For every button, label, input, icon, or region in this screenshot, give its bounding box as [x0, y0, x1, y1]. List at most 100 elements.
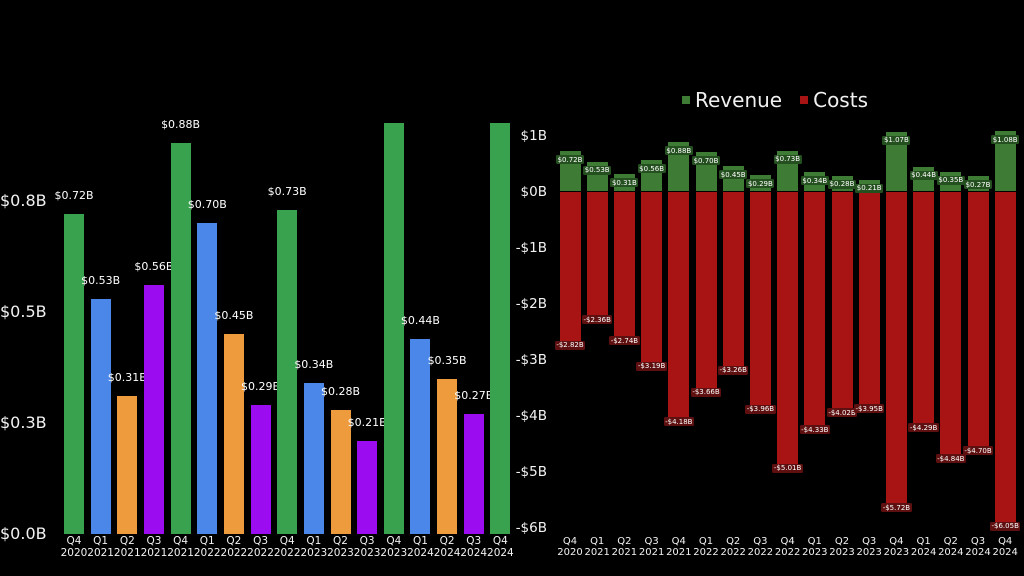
costs-value-label: -$3.19B	[636, 361, 667, 371]
x-tick-label: Q4 2023	[883, 536, 910, 558]
costs-bar-q2-2023	[831, 191, 853, 417]
revenue-by-quarter-chart: $0.8B $0.5B $0.3B $0.0B $0.72B Q4 2020 $0.53B Q1…	[0, 118, 514, 559]
revenue-bar-q4-2023	[885, 131, 907, 192]
costs-value-label: -$3.26B	[718, 365, 749, 375]
x-tick-label: Q3 2021	[638, 536, 665, 558]
x-tick-label: Q2 2023	[829, 536, 855, 558]
x-tick-label: Q1 2022	[193, 535, 221, 559]
bar-q2-2022	[223, 334, 244, 534]
legend: Revenue Costs	[540, 87, 1010, 113]
legend-item-revenue: Revenue	[682, 88, 782, 112]
x-tick-label: Q1 2021	[87, 535, 114, 559]
revenue-bar-q3-2021	[641, 160, 663, 192]
costs-bar-q2-2024	[940, 191, 962, 463]
x-tick-label: Q1 2023	[300, 535, 328, 559]
x-tick-label: Q1 2024	[910, 536, 937, 558]
bar-q3-2024	[463, 414, 484, 534]
legend-swatch-revenue	[682, 96, 690, 104]
revenue-value-label: $0.88B	[664, 146, 693, 156]
revenue-bar-q4-2022	[777, 150, 799, 192]
costs-bar-q1-2024	[913, 191, 935, 432]
x-tick-label: Q1 2023	[802, 536, 828, 558]
bar-value-label: $0.29B	[241, 380, 281, 394]
costs-value-label: -$4.84B	[935, 454, 966, 464]
revenue-bar-q3-2023	[858, 179, 880, 192]
bar-q4-2024	[490, 123, 511, 534]
bar-q1-2023	[303, 383, 324, 534]
bar-q4-2021	[170, 143, 191, 534]
costs-bar-q3-2024	[967, 191, 989, 455]
bar-value-label: $0.27B	[454, 389, 494, 403]
legend-label-costs: Costs	[813, 88, 868, 112]
bar-value-label: $0.44B	[400, 313, 440, 327]
revenue-value-label: $0.28B	[828, 179, 856, 189]
x-tick-label: Q3 2022	[247, 535, 274, 559]
legend-item-costs: Costs	[800, 88, 868, 112]
bar-value-label: $0.28B	[320, 384, 361, 398]
bar-value-label: $0.45B	[214, 309, 254, 323]
revenue-value-label: $0.29B	[746, 179, 775, 189]
revenue-value-label: $0.44B	[909, 170, 938, 180]
revenue-bar-q3-2022	[749, 175, 771, 192]
costs-bar-q2-2022	[722, 191, 744, 375]
costs-bar-q1-2021	[586, 191, 608, 324]
x-tick-label: Q2 2022	[720, 536, 746, 558]
bar-q4-2020	[64, 214, 84, 534]
costs-bar-q4-2024	[994, 191, 1016, 531]
x-tick-label: Q3 2024	[965, 536, 991, 558]
bar-q3-2021	[143, 285, 164, 534]
y-tick-label: $0.8B	[0, 191, 47, 210]
revenue-bar-q1-2021	[586, 161, 608, 192]
revenue-value-label: $0.34B	[800, 176, 829, 186]
costs-value-label: -$4.33B	[799, 425, 830, 435]
bar-q3-2022	[250, 405, 271, 534]
revenue-bar-q4-2024	[994, 131, 1016, 192]
costs-bar-q4-2021	[668, 191, 690, 426]
bar-value-label: $0.35B	[427, 353, 467, 367]
revenue-bar-q1-2024	[913, 166, 935, 192]
costs-value-label: -$4.02B	[826, 408, 858, 418]
bar-q4-2023	[383, 123, 404, 534]
costs-value-label: -$2.74B	[609, 336, 640, 346]
revenue-bar-q3-2024	[967, 176, 989, 192]
revenue-value-label: $0.73B	[773, 154, 802, 164]
x-tick-label: Q4 2020	[60, 535, 88, 559]
revenue-value-label: $0.56B	[637, 164, 666, 174]
y-tick-label: $0.3B	[0, 413, 47, 432]
x-tick-label: Q1 2022	[693, 536, 719, 558]
costs-value-label: -$6.05B	[990, 521, 1021, 531]
bar-value-label: $0.56B	[134, 260, 174, 274]
x-tick-label: Q4 2022	[774, 536, 801, 558]
costs-value-label: -$3.66B	[690, 387, 722, 397]
revenue-bar-q4-2020	[559, 151, 581, 192]
revenue-bar-q2-2021	[613, 174, 635, 192]
bar-value-label: $0.88B	[161, 118, 201, 132]
y-tick-label: $0.0B	[0, 524, 47, 543]
x-tick-label: Q1 2024	[407, 535, 434, 559]
bar-value-label: $0.53B	[81, 273, 121, 287]
revenue-bar-q1-2022	[695, 152, 717, 192]
bar-value-label: $0.73B	[267, 184, 307, 198]
bar-value-label: $0.31B	[107, 371, 147, 385]
revenue-bar-q2-2024	[940, 171, 962, 192]
x-tick-label: Q4 2021	[666, 536, 692, 558]
x-tick-label: Q2 2022	[220, 535, 248, 559]
bar-q2-2023	[330, 409, 351, 534]
revenue-value-label: $0.45B	[719, 170, 748, 180]
x-tick-label: Q2 2024	[433, 535, 461, 559]
legend-swatch-costs	[800, 96, 809, 104]
x-tick-label: Q4 2021	[167, 535, 194, 559]
costs-value-label: -$5.72B	[881, 503, 912, 513]
revenue-value-label: $1.07B	[882, 135, 911, 145]
bar-q1-2022	[197, 223, 218, 534]
x-tick-label: Q3 2023	[353, 535, 381, 559]
legend-label-revenue: Revenue	[695, 88, 783, 112]
costs-bar-q4-2022	[777, 191, 799, 473]
costs-value-label: -$3.96B	[745, 404, 776, 414]
revenue-value-label: $0.70B	[692, 156, 720, 166]
x-tick-label: Q2 2024	[938, 536, 964, 558]
x-tick-label: Q2 2021	[113, 535, 141, 559]
costs-bar-q1-2022	[695, 191, 717, 397]
costs-value-label: -$4.29B	[908, 423, 939, 433]
